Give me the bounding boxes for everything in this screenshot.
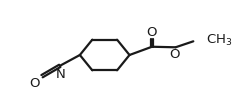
Text: O: O	[30, 77, 40, 90]
Text: O: O	[169, 48, 180, 61]
Text: CH$_3$: CH$_3$	[206, 33, 233, 48]
Text: O: O	[147, 26, 157, 39]
Text: N: N	[56, 68, 66, 81]
